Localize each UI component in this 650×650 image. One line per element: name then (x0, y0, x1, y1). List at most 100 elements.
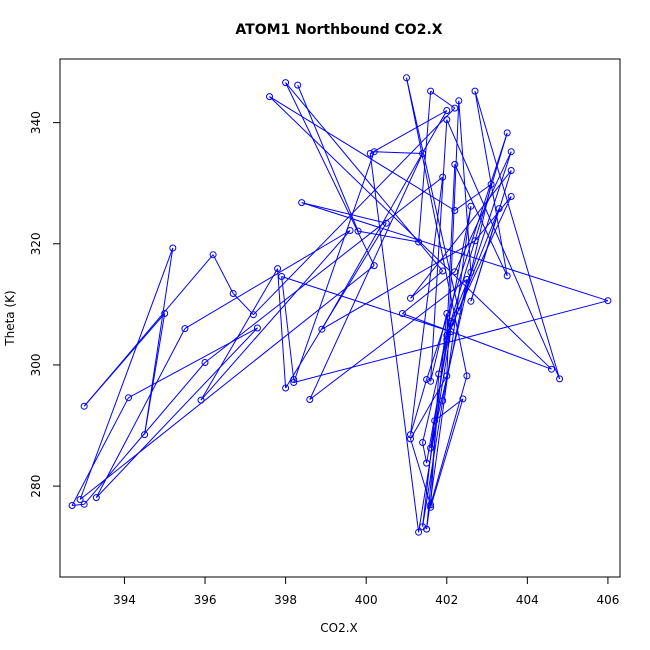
chart-title: ATOM1 Northbound CO2.X (235, 22, 442, 38)
line-segment (410, 375, 448, 440)
data-point (423, 525, 431, 533)
y-axis-label: Theta (K) (3, 290, 17, 346)
line-segment (309, 153, 424, 400)
line-segment (402, 313, 552, 370)
data-point (463, 276, 471, 283)
data-point (141, 431, 149, 439)
x-tick-label: 398 (274, 593, 297, 607)
line-segment (232, 293, 254, 316)
data-point (253, 324, 261, 332)
data-point (407, 435, 414, 443)
data-point (403, 74, 410, 82)
line-segment (79, 247, 174, 500)
line-segment (277, 268, 287, 389)
data-point (507, 148, 515, 156)
data-point (407, 431, 414, 439)
data-point (431, 417, 439, 425)
data-point (439, 267, 447, 275)
line-segment (79, 265, 375, 500)
data-point (427, 444, 435, 452)
data-point (181, 325, 189, 333)
data-point (294, 81, 302, 89)
line-segment (410, 177, 444, 435)
line-segment (281, 276, 451, 333)
x-tick-label: 406 (596, 593, 619, 607)
data-point (298, 199, 306, 207)
line-segment (321, 110, 448, 330)
line-segment (450, 272, 472, 324)
data-point (487, 180, 495, 188)
data-point (471, 87, 479, 95)
line-segment (95, 328, 186, 498)
plot-frame (59, 58, 621, 578)
data-point (427, 377, 435, 385)
line-segment (72, 503, 85, 506)
data-point (282, 79, 290, 87)
data-point (447, 328, 455, 336)
data-point (382, 219, 390, 227)
line-segment (95, 327, 258, 498)
data-point (548, 365, 555, 373)
data-point (443, 116, 451, 124)
line-segment (422, 420, 436, 527)
data-point (427, 501, 435, 509)
data-point (125, 394, 132, 402)
data-point (306, 396, 314, 403)
data-point (407, 294, 414, 302)
line-segments (71, 77, 609, 533)
data-point (419, 439, 427, 446)
data-series (68, 74, 612, 536)
y-tick-label: 280 (29, 475, 43, 498)
line-segment (446, 196, 512, 336)
data-point (507, 193, 515, 200)
data-point (463, 372, 471, 380)
line-segment (430, 184, 492, 449)
line-segment (474, 196, 512, 242)
line-segment (200, 230, 351, 401)
line-segment (83, 313, 166, 407)
line-segment (430, 313, 448, 382)
line-segment (474, 90, 561, 380)
data-point (439, 173, 447, 181)
line-segment (426, 206, 472, 530)
line-segment (321, 240, 476, 330)
data-point (443, 336, 451, 343)
line-segment (293, 300, 609, 383)
data-point (161, 310, 169, 317)
x-axis: 394 396 398 400 402 404 406 (113, 576, 619, 607)
line-segment (83, 362, 206, 505)
line-segment (410, 170, 512, 299)
data-point (451, 268, 459, 276)
data-point (435, 370, 443, 378)
y-tick-label: 320 (29, 232, 43, 255)
data-point (447, 317, 455, 325)
data-point (451, 160, 459, 168)
data-point (370, 148, 378, 156)
line-segment (184, 230, 351, 330)
data-point (443, 310, 451, 317)
data-point (604, 297, 612, 305)
line-segment (430, 90, 456, 109)
data-point (419, 150, 427, 157)
data-point (503, 129, 511, 137)
data-point (197, 396, 205, 404)
line-segment (285, 82, 444, 272)
data-point (443, 372, 451, 380)
data-point (274, 265, 282, 273)
line-segment (470, 208, 500, 302)
data-point (169, 244, 177, 252)
line-segment (369, 153, 420, 533)
data-point (201, 359, 209, 366)
line-segment (426, 323, 452, 464)
x-tick-label: 402 (435, 593, 458, 607)
line-segment (128, 327, 258, 399)
line-segment (309, 279, 468, 400)
line-segment (281, 276, 295, 380)
x-tick-label: 404 (516, 593, 539, 607)
y-tick-label: 340 (29, 111, 43, 134)
data-points (68, 74, 612, 536)
data-point (459, 395, 467, 403)
line-segment (434, 398, 464, 422)
line-segment (430, 398, 464, 508)
